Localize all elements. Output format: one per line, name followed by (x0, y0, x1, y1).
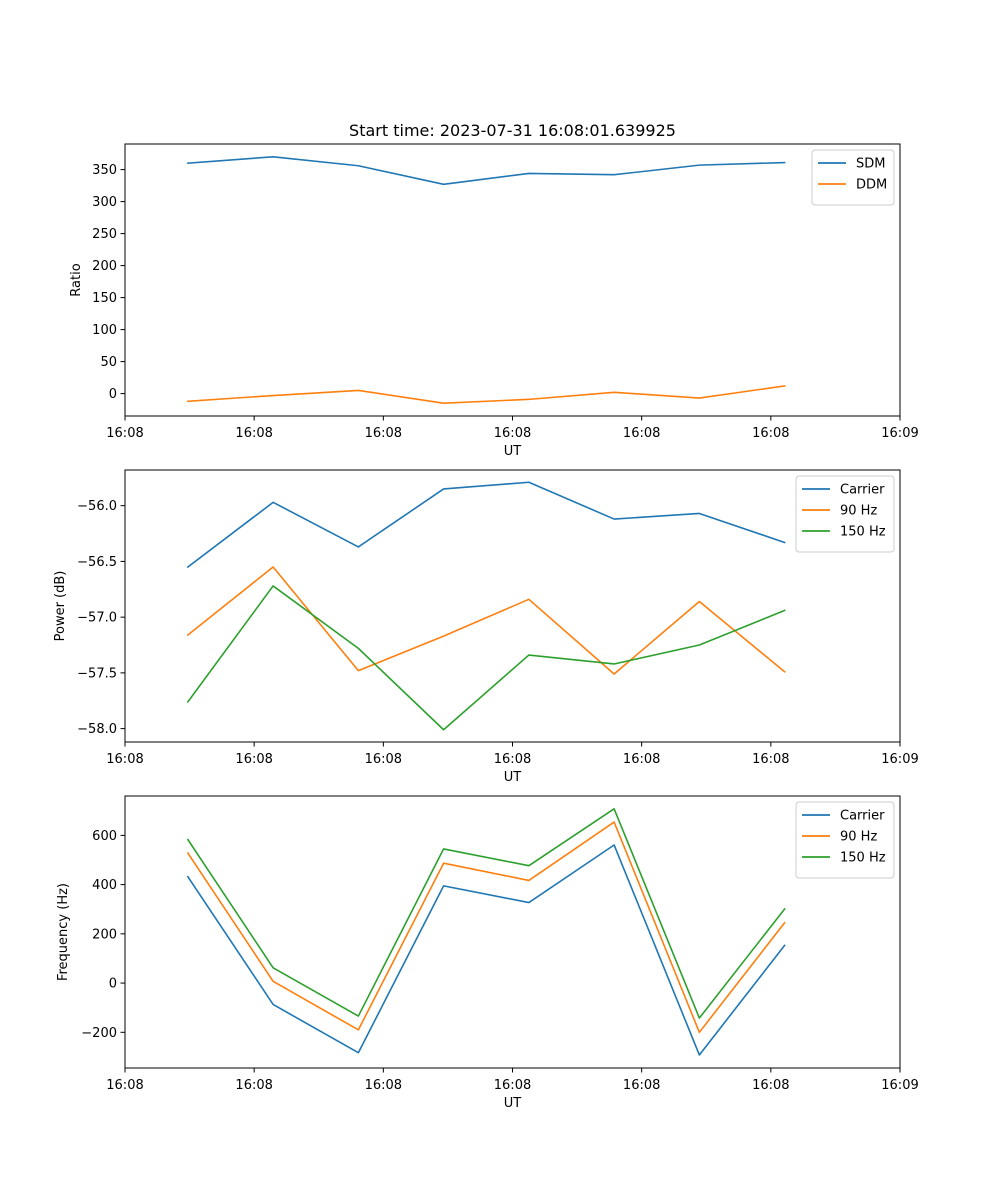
ratio-x-tick-label: 16:08 (106, 426, 143, 441)
frequency-x-tick-label: 16:08 (752, 1078, 789, 1093)
power-x-tick-label: 16:08 (494, 752, 531, 767)
ratio-x-tick-label: 16:08 (494, 426, 531, 441)
frequency-x-tick-label: 16:08 (106, 1078, 143, 1093)
power-y-tick-label: −57.5 (77, 666, 117, 681)
power-legend-label: 90 Hz (840, 504, 877, 519)
frequency-x-axis-label: UT (504, 1096, 522, 1111)
frequency-y-tick-label: −200 (81, 1026, 117, 1041)
power-series-150-hz-line (186, 585, 786, 731)
frequency-series-150-hz-line (186, 807, 786, 1019)
frequency-y-tick-label: 600 (92, 829, 117, 844)
ratio-panel: 16:08 16:08 16:08 16:08 16:08 16:08 16:09 0 50 10… (69, 143, 919, 459)
ratio-x-tick-label: 16:08 (365, 426, 402, 441)
power-x-tick-label: 16:08 (106, 752, 143, 767)
power-legend-label: 150 Hz (840, 525, 886, 540)
ratio-series-sdm-line (187, 156, 786, 186)
frequency-y-axis-label: Frequency (Hz) (56, 883, 71, 981)
ratio-y-tick-label: 0 (109, 387, 117, 402)
ratio-legend-label: DDM (856, 178, 887, 193)
ratio-series-ddm-line (187, 385, 786, 405)
ratio-y-tick-label: 50 (100, 355, 117, 370)
frequency-y-tick-label: 0 (109, 977, 117, 992)
frequency-x-tick-label: 16:08 (365, 1078, 402, 1093)
frequency-legend-label: Carrier (840, 809, 885, 824)
ratio-x-tick-label: 16:09 (881, 426, 918, 441)
frequency-x-tick-label: 16:08 (623, 1078, 660, 1093)
power-x-axis-label: UT (504, 770, 522, 785)
ratio-x-tick-label: 16:08 (623, 426, 660, 441)
frequency-y-tick-label: 200 (92, 927, 117, 942)
power-series-carrier-line (186, 481, 786, 569)
frequency-x-tick-label: 16:08 (235, 1078, 272, 1093)
frequency-y-tick-label: 400 (92, 878, 117, 893)
ratio-x-tick-label: 16:08 (752, 426, 789, 441)
power-x-tick-label: 16:08 (752, 752, 789, 767)
ratio-legend-label: SDM (856, 157, 885, 172)
ratio-x-axis-label: UT (504, 444, 522, 459)
ratio-y-tick-label: 250 (92, 227, 117, 242)
power-y-tick-label: −58.0 (77, 722, 117, 737)
frequency-series-90-hz-line (186, 821, 786, 1034)
power-series-90-hz-line (186, 566, 786, 675)
power-x-tick-label: 16:08 (365, 752, 402, 767)
frequency-x-tick-label: 16:08 (494, 1078, 531, 1093)
ratio-y-tick-label: 100 (92, 323, 117, 338)
ratio-y-tick-label: 300 (92, 195, 117, 210)
power-legend-box (795, 475, 895, 553)
frequency-series-carrier-line (186, 844, 786, 1056)
power-y-tick-label: −57.0 (77, 611, 117, 626)
power-x-tick-label: 16:08 (235, 752, 272, 767)
ratio-y-tick-label: 200 (92, 259, 117, 274)
power-y-tick-label: −56.0 (77, 499, 117, 514)
ratio-y-tick-label: 150 (92, 291, 117, 306)
power-x-tick-label: 16:09 (881, 752, 918, 767)
frequency-legend-box (795, 801, 895, 879)
frequency-x-tick-label: 16:09 (881, 1078, 918, 1093)
power-y-axis-label: Power (dB) (53, 571, 68, 642)
figure-title: Start time: 2023-07-31 16:08:01.639925 (349, 121, 676, 140)
frequency-legend-label: 150 Hz (840, 851, 886, 866)
frequency-panel: 16:08 16:08 16:08 16:08 16:08 16:08 16:09 −200 0… (56, 795, 919, 1111)
power-x-tick-label: 16:08 (623, 752, 660, 767)
frequency-legend-label: 90 Hz (840, 830, 877, 845)
power-y-tick-label: −56.5 (77, 555, 117, 570)
ratio-x-tick-label: 16:08 (235, 426, 272, 441)
ratio-y-tick-label: 350 (92, 163, 117, 178)
power-legend-label: Carrier (840, 483, 885, 498)
ratio-y-axis-label: Ratio (69, 263, 84, 296)
power-panel: 16:08 16:08 16:08 16:08 16:08 16:08 16:09 −58.0… (53, 469, 919, 785)
